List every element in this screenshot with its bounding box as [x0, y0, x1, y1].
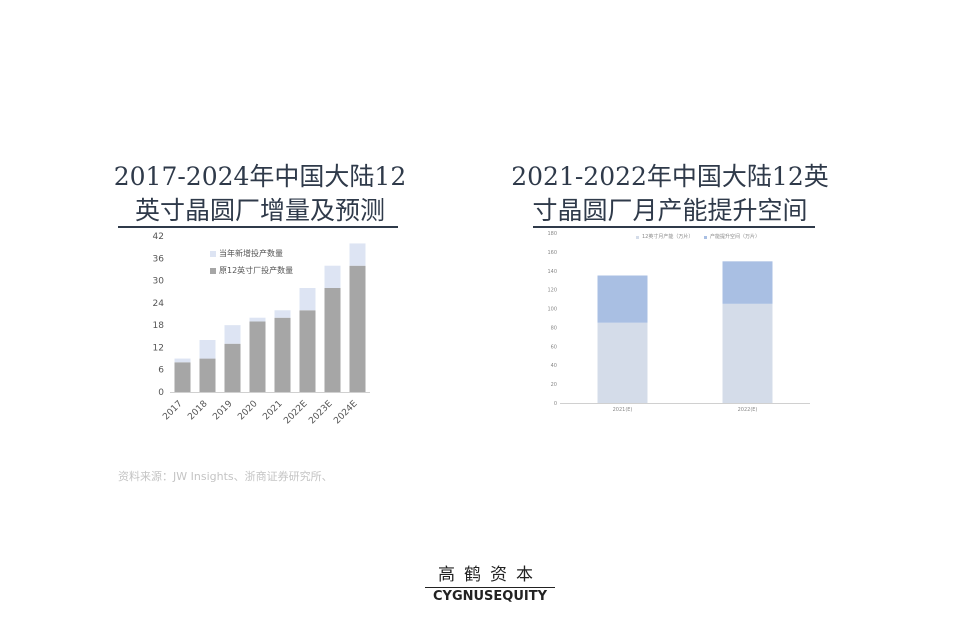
right-legend-swatch-0 — [636, 236, 639, 239]
source-note: 资料来源：JW Insights、浙商证券研究所、 — [118, 470, 333, 483]
left-x-tick-label-7: 2024E — [332, 399, 360, 427]
left-bar-base-7 — [349, 265, 366, 392]
left-bar-increment-1 — [199, 340, 216, 359]
left-chart-title-line1: 2017-2024年中国大陆12 — [113, 162, 407, 191]
left-x-tick-label-5: 2022E — [282, 399, 310, 427]
left-chart-title-line2: 英寸晶圆厂增量及预测 — [134, 196, 385, 225]
left-bar-base-6 — [324, 288, 341, 392]
left-y-tick-label-3: 18 — [153, 321, 165, 331]
left-x-tick-label-0: 2017 — [161, 399, 184, 422]
left-bar-base-0 — [174, 362, 191, 392]
right-x-tick-label-0: 2021(E) — [613, 407, 633, 413]
right-chart-title-line2: 寸晶圆厂月产能提升空间 — [532, 196, 808, 225]
left-legend-label-0: 原12英寸厂投产数量 — [219, 265, 293, 275]
right-y-tick-label-6: 120 — [547, 288, 557, 294]
left-bar-base-5 — [299, 310, 316, 392]
left-y-tick-label-4: 24 — [153, 299, 165, 309]
left-bar-increment-3 — [249, 317, 266, 322]
right-y-tick-label-4: 80 — [551, 325, 557, 331]
left-y-tick-label-5: 30 — [153, 277, 165, 287]
left-bar-increment-6 — [324, 265, 341, 288]
left-y-tick-label-6: 36 — [153, 254, 165, 264]
left-bar-increment-4 — [274, 310, 291, 318]
right-x-tick-label-1: 2022(E) — [738, 407, 758, 413]
left-legend-swatch-0 — [210, 268, 216, 274]
left-x-tick-label-2: 2019 — [211, 399, 234, 422]
logo-chinese-name: 高鹤资本 — [438, 565, 542, 585]
left-bar-increment-0 — [174, 358, 191, 363]
left-y-tick-label-1: 6 — [158, 366, 164, 376]
left-title-rule — [118, 226, 398, 228]
right-legend-swatch-1 — [704, 236, 707, 239]
right-legend-label-0: 12英寸月产能（万片） — [642, 233, 693, 240]
left-bar-base-2 — [224, 343, 241, 392]
logo-english-name: CYGNUSEQUITY — [425, 587, 555, 605]
left-y-tick-label-2: 12 — [153, 343, 164, 353]
right-y-tick-label-1: 20 — [551, 382, 557, 388]
right-y-tick-label-7: 140 — [547, 269, 557, 275]
right-bar-increment-1 — [722, 261, 773, 304]
right-y-tick-label-0: 0 — [554, 401, 557, 407]
left-bar-base-3 — [249, 321, 266, 392]
right-bar-base-1 — [722, 303, 773, 403]
right-title-rule — [533, 226, 815, 228]
right-bar-chart: 0 20 40 60 80 100 120 140 160 180 2021(E) 2022(E) 12… — [547, 231, 810, 413]
right-y-tick-label-9: 180 — [547, 231, 557, 237]
left-bar-increment-2 — [224, 325, 241, 344]
right-legend-label-1: 产能提升空间（万片） — [710, 233, 760, 240]
right-y-tick-label-8: 160 — [547, 250, 557, 256]
left-bar-increment-7 — [349, 243, 366, 266]
left-x-tick-label-4: 2021 — [261, 399, 284, 422]
brand-logo: 高鹤资本 CYGNUSEQUITY — [425, 565, 555, 605]
left-y-tick-label-0: 0 — [158, 388, 164, 398]
left-chart-title: 2017-2024年中国大陆12 英寸晶圆厂增量及预测 — [95, 160, 425, 228]
left-x-tick-label-3: 2020 — [236, 399, 259, 422]
right-chart-title: 2021-2022年中国大陆12英 寸晶圆厂月产能提升空间 — [505, 160, 835, 228]
left-x-tick-label-1: 2018 — [186, 399, 209, 422]
right-bar-base-0 — [597, 322, 648, 403]
right-y-tick-label-5: 100 — [547, 307, 557, 313]
left-legend-label-1: 当年新增投产数量 — [219, 248, 283, 258]
left-bar-base-4 — [274, 317, 291, 392]
right-chart-title-line1: 2021-2022年中国大陆12英 — [511, 162, 829, 191]
left-y-tick-label-7: 42 — [153, 232, 164, 242]
left-x-tick-label-6: 2023E — [307, 399, 335, 427]
right-y-tick-label-2: 40 — [551, 363, 557, 369]
right-y-tick-label-3: 60 — [551, 344, 557, 350]
right-bar-increment-0 — [597, 275, 648, 323]
left-bar-increment-5 — [299, 288, 316, 311]
left-bar-base-1 — [199, 358, 216, 392]
left-legend-swatch-1 — [210, 251, 216, 257]
